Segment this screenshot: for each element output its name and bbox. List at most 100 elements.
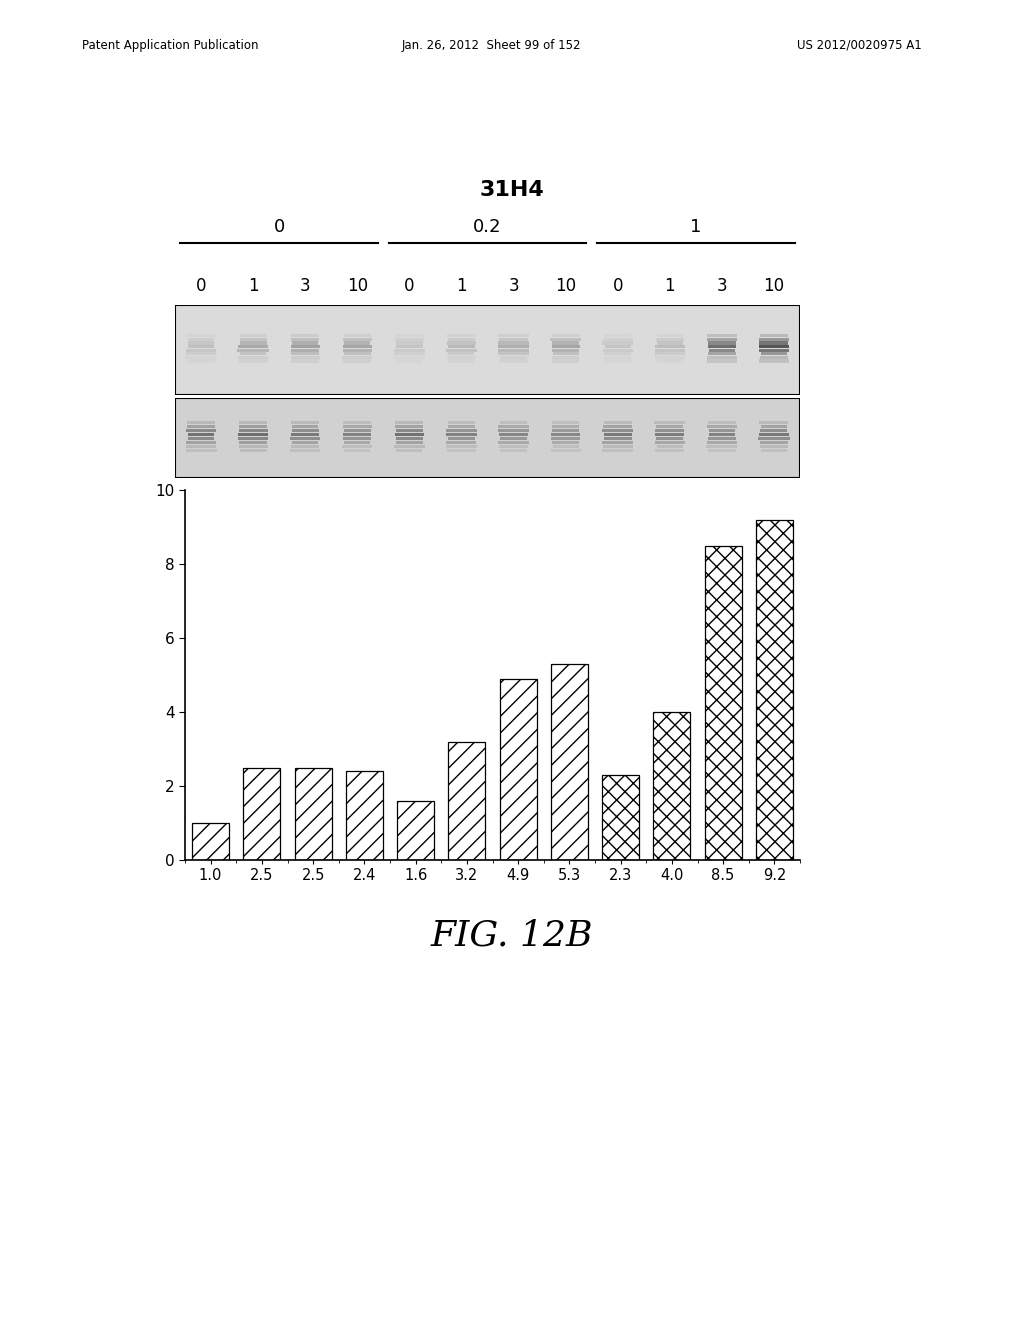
Bar [395,334,424,338]
Text: 1: 1 [665,277,675,294]
Bar [656,359,683,363]
Bar [709,433,735,437]
Text: 1: 1 [456,277,467,294]
Bar [291,445,319,449]
Bar [759,345,790,348]
Bar [447,338,475,341]
Bar [395,425,423,429]
Bar [499,359,528,363]
Bar [239,445,267,449]
Bar [656,437,683,441]
Bar [707,441,737,445]
Text: 1: 1 [690,218,701,236]
Bar [447,334,476,338]
Bar [500,437,527,441]
Bar [292,429,318,433]
Bar [604,352,631,355]
Bar [500,433,527,437]
Bar [552,356,580,359]
Bar [759,433,790,437]
Bar [239,429,267,433]
Bar [761,445,787,449]
Bar [187,437,214,441]
Bar [187,433,214,437]
Bar [292,348,318,352]
Text: 3: 3 [300,277,310,294]
Bar [344,441,371,445]
Text: 10: 10 [764,277,784,294]
Bar [498,425,529,429]
Bar [656,445,683,449]
Bar [759,437,790,441]
Bar [344,334,371,338]
Bar [656,425,683,429]
Bar [654,348,685,352]
Bar [447,425,475,429]
Bar [187,345,214,348]
Bar [654,356,685,359]
Bar [656,334,683,338]
Bar [446,433,477,437]
Text: 0: 0 [404,277,415,294]
Bar [708,334,736,338]
Bar [656,342,683,345]
Bar [709,348,735,352]
Bar [295,767,332,861]
Bar [186,441,216,445]
Bar [761,352,787,355]
Bar [603,445,633,449]
Bar [498,429,529,433]
Bar [445,445,477,449]
Text: 1: 1 [248,277,258,294]
Bar [240,334,266,338]
Bar [498,345,529,348]
Bar [552,348,580,352]
Bar [395,345,423,348]
Bar [238,433,268,437]
Bar [603,425,633,429]
Bar [292,359,318,363]
Bar [187,342,214,345]
Bar [393,352,425,355]
Bar [395,441,423,445]
Bar [761,449,787,453]
Bar [759,359,790,363]
Bar [552,345,580,348]
Bar [240,421,267,425]
Bar [759,338,790,341]
Bar [500,445,527,449]
Bar [551,664,588,861]
Bar [552,334,580,338]
Bar [343,345,372,348]
Bar [759,348,788,352]
Bar [760,441,787,445]
Bar [654,441,685,445]
Bar [449,742,485,861]
Bar [603,433,632,437]
Bar [394,433,424,437]
Bar [552,342,580,345]
Bar [708,437,736,441]
Bar [449,352,474,355]
Bar [500,421,527,425]
Bar [186,352,216,355]
Bar [290,449,321,453]
Bar [447,345,475,348]
Bar [396,359,423,363]
Bar [186,348,216,352]
Bar [185,334,216,338]
Bar [708,345,735,348]
Text: Jan. 26, 2012  Sheet 99 of 152: Jan. 26, 2012 Sheet 99 of 152 [401,38,582,51]
Bar [292,441,318,445]
Bar [498,342,529,345]
Bar [344,429,371,433]
Bar [499,338,528,341]
Bar [551,437,580,441]
Bar [240,449,266,453]
Bar [187,425,215,429]
Bar [501,449,526,453]
Bar [602,449,633,453]
Bar [238,345,268,348]
Bar [707,338,737,341]
Bar [498,441,529,445]
